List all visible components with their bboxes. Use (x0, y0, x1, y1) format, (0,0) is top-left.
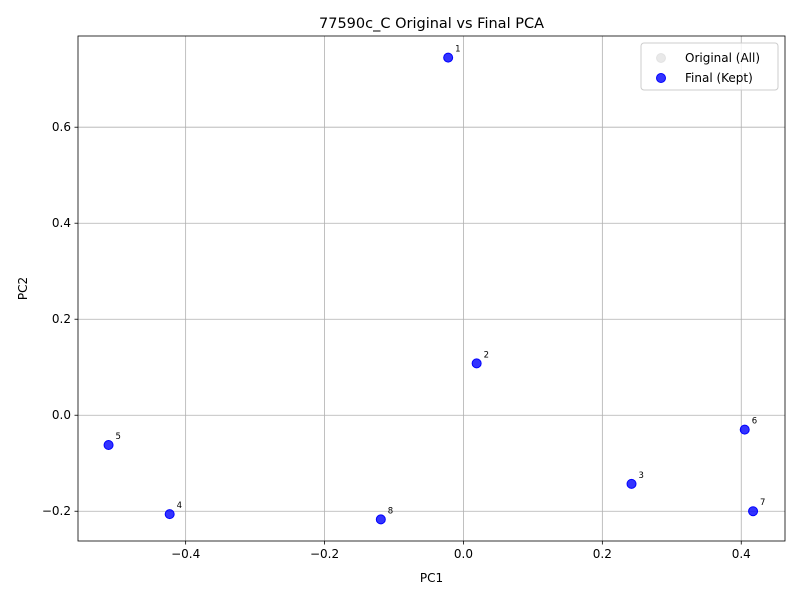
data-point (164, 509, 175, 520)
y-tick-label: 0.2 (52, 312, 71, 326)
x-tick-label: −0.2 (310, 547, 339, 561)
legend-label-original: Original (All) (685, 51, 760, 65)
legend-box (640, 42, 779, 91)
y-tick-label: 0.0 (52, 408, 71, 422)
y-tick-label: 0.6 (52, 120, 71, 134)
legend-marker-original (656, 53, 666, 63)
point-label: 4 (177, 501, 182, 511)
points-layer: 1 2 3 4 5 6 7 8 (103, 45, 765, 525)
point-label: 1 (455, 45, 460, 55)
point-label: 6 (752, 417, 757, 427)
legend: Original (All) Final (Kept) (640, 42, 779, 91)
x-tick-label: 0.2 (593, 547, 612, 561)
y-axis-label: PC2 (16, 277, 30, 300)
plot-frame (77, 35, 786, 542)
point-label: 8 (388, 506, 393, 516)
x-tick-label: 0.4 (732, 547, 751, 561)
data-point (739, 424, 750, 435)
point-label: 3 (639, 471, 644, 481)
data-point (626, 478, 637, 489)
grid-layer (78, 36, 785, 541)
point-label: 7 (760, 498, 765, 508)
data-point (375, 514, 386, 525)
point-label: 5 (116, 432, 121, 442)
legend-label-final: Final (Kept) (685, 71, 753, 85)
data-point (471, 358, 482, 369)
data-point (103, 439, 114, 450)
y-tick-label: 0.4 (52, 216, 71, 230)
tick-layer: −0.4 −0.2 0.0 0.2 0.4 −0.2 0.0 0.2 0.4 0.6 (42, 120, 751, 561)
chart-title: 77590c_C Original vs Final PCA (319, 16, 544, 32)
x-tick-label: −0.4 (171, 547, 200, 561)
data-point (748, 506, 759, 517)
x-axis-label: PC1 (420, 571, 443, 585)
x-tick-label: 0.0 (454, 547, 473, 561)
legend-marker-final (656, 73, 666, 83)
y-tick-label: −0.2 (42, 504, 71, 518)
point-label: 2 (484, 350, 489, 360)
data-point (443, 52, 454, 63)
